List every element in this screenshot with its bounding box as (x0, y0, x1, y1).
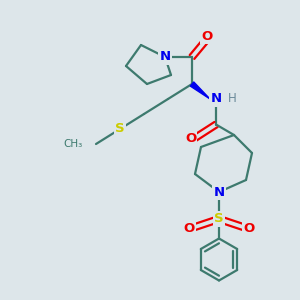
Text: S: S (214, 212, 224, 226)
Text: S: S (115, 122, 125, 136)
Text: O: O (243, 221, 255, 235)
Text: H: H (227, 92, 236, 106)
Text: O: O (201, 29, 213, 43)
Text: N: N (210, 92, 222, 106)
Text: CH₃: CH₃ (63, 139, 82, 149)
Text: N: N (159, 50, 171, 64)
Text: N: N (213, 185, 225, 199)
Polygon shape (190, 82, 210, 99)
Text: O: O (183, 221, 195, 235)
Text: O: O (185, 131, 196, 145)
